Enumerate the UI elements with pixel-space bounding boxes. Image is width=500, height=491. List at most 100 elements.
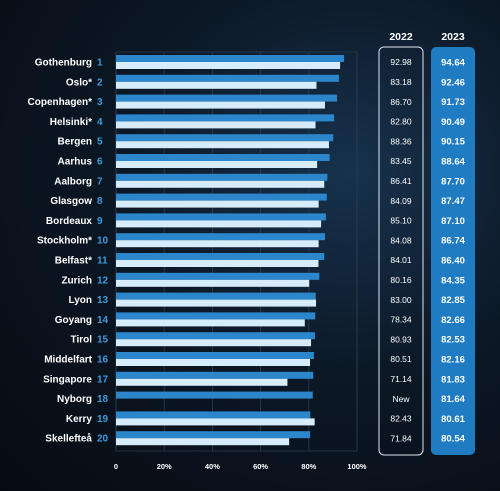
value-2022: New — [392, 394, 410, 404]
table-2022-frame — [378, 46, 424, 456]
value-2022: 85.10 — [390, 216, 412, 226]
rank-label: 20 — [97, 434, 109, 445]
value-2023: 82.53 — [441, 335, 465, 346]
bar-2022 — [116, 418, 315, 426]
bar-2022 — [116, 161, 318, 168]
category-label: Belfast* — [55, 256, 92, 267]
bar-2022 — [116, 319, 305, 327]
value-2023: 80.54 — [441, 434, 465, 445]
bar-2022 — [116, 378, 288, 386]
bar-2023 — [116, 272, 320, 280]
rank-label: 5 — [97, 137, 103, 148]
value-2022: 71.14 — [390, 374, 412, 384]
value-2022: 82.80 — [390, 117, 412, 127]
bar-2022 — [116, 240, 319, 248]
category-label: Kerry — [66, 414, 93, 425]
category-label: Lyon — [68, 295, 92, 306]
rank-label: 14 — [97, 315, 109, 326]
bar-2023 — [116, 114, 335, 122]
category-label: Bordeaux — [46, 216, 93, 227]
value-2022: 80.51 — [390, 354, 412, 364]
bars — [116, 55, 345, 446]
rank-label: 16 — [97, 355, 109, 366]
bar-2022 — [116, 220, 322, 228]
value-2023: 81.83 — [441, 374, 465, 385]
bar-2022 — [116, 339, 312, 347]
bar-2023 — [116, 411, 311, 419]
rank-label: 4 — [97, 117, 103, 128]
value-2023: 94.64 — [441, 58, 465, 69]
category-label: Goyang — [55, 315, 92, 326]
value-2022: 83.18 — [390, 77, 412, 87]
category-label: Nyborg — [57, 394, 92, 405]
rank-label: 10 — [97, 236, 109, 247]
bar-2023 — [116, 391, 313, 399]
x-tick-label: 80% — [301, 462, 316, 471]
value-2022: 80.16 — [390, 275, 412, 285]
category-label: Middelfart — [44, 355, 92, 366]
value-2023: 82.16 — [441, 355, 465, 366]
bar-2022 — [116, 299, 317, 307]
category-label: Aarhus — [58, 157, 93, 168]
bar-2022 — [116, 180, 325, 188]
bar-2023 — [116, 74, 339, 82]
table-2023-panel — [431, 47, 475, 455]
value-2023: 86.74 — [441, 236, 465, 247]
rank-label: 3 — [97, 97, 103, 108]
value-2023: 90.15 — [441, 137, 465, 148]
x-tick-label: 40% — [205, 462, 220, 471]
grid-lines — [115, 51, 358, 452]
bar-2023 — [116, 94, 338, 102]
bar-2023 — [116, 134, 334, 142]
category-label: Gothenburg — [35, 58, 92, 69]
value-2022: 78.34 — [390, 315, 412, 325]
value-2023: 84.35 — [441, 275, 465, 286]
value-2022: 83.00 — [390, 295, 412, 305]
value-2022: 86.41 — [390, 176, 412, 186]
value-2022: 83.45 — [390, 156, 412, 166]
value-2022: 82.43 — [390, 414, 412, 424]
category-label: Copenhagen* — [28, 97, 93, 108]
category-label: Glasgow — [50, 196, 92, 207]
rank-label: 8 — [97, 196, 103, 207]
value-2022: 86.70 — [390, 97, 412, 107]
value-2023: 80.61 — [441, 414, 465, 425]
header-2023: 2023 — [441, 31, 465, 43]
value-2023: 92.46 — [441, 77, 465, 88]
bar-2023 — [116, 352, 315, 359]
bar-2022 — [116, 260, 319, 267]
bar-2023 — [116, 55, 345, 62]
rank-label: 12 — [97, 275, 109, 286]
category-label: Helsinki* — [50, 117, 92, 128]
rank-label: 2 — [97, 77, 103, 88]
category-label: Zurich — [61, 275, 92, 286]
value-2022: 80.93 — [390, 334, 412, 344]
value-2023: 86.40 — [441, 256, 465, 267]
value-2023: 82.85 — [441, 295, 465, 306]
bar-2023 — [116, 233, 326, 241]
x-tick-label: 0 — [114, 462, 118, 471]
bar-2023 — [116, 431, 311, 439]
value-2023: 81.64 — [441, 394, 465, 405]
bar-2023 — [116, 371, 314, 379]
plot-area — [115, 51, 358, 452]
rank-label: 1 — [97, 58, 103, 69]
x-axis-ticks: 0 20% 40% 60% 80% 100% — [114, 462, 367, 471]
value-2023: 87.70 — [441, 176, 465, 187]
rank-label: 9 — [97, 216, 103, 227]
bar-2023 — [116, 292, 316, 300]
value-2023: 88.64 — [441, 157, 465, 168]
value-2022: 84.08 — [390, 235, 412, 245]
rank-label: 13 — [97, 295, 109, 306]
value-2023: 90.49 — [441, 117, 465, 128]
bar-2022 — [116, 121, 316, 129]
category-label: Bergen — [58, 137, 92, 148]
x-tick-label: 60% — [253, 462, 268, 471]
bar-2023 — [116, 253, 325, 260]
bar-2022 — [116, 62, 341, 69]
rank-label: 11 — [97, 256, 108, 267]
bar-2022 — [116, 200, 319, 208]
bar-2023 — [116, 173, 328, 181]
value-2022: 84.01 — [390, 255, 412, 265]
category-label: Skellefteå — [45, 433, 92, 445]
